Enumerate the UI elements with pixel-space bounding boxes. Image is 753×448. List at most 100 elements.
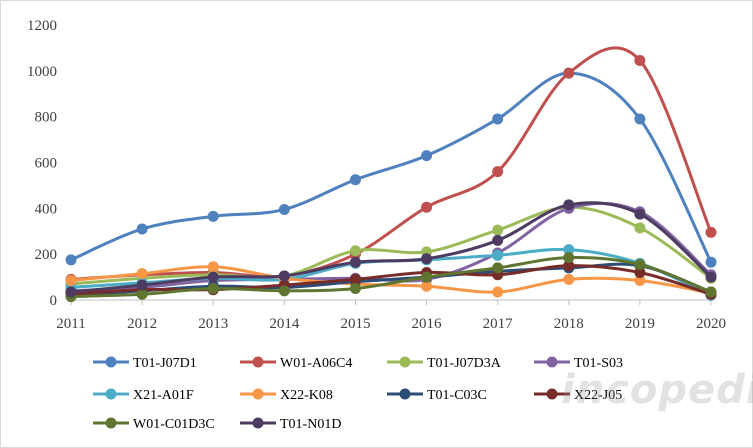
data-point <box>634 275 646 287</box>
legend-swatch-marker <box>252 417 264 429</box>
data-point <box>421 280 433 292</box>
y-tick-label: 800 <box>35 110 58 126</box>
data-point <box>634 113 646 125</box>
legend-label: X21-A01F <box>133 388 194 403</box>
data-point <box>634 267 646 278</box>
y-tick-label: 600 <box>35 156 58 172</box>
legend-swatch-marker <box>399 356 411 368</box>
data-point <box>492 166 504 178</box>
data-point <box>492 249 504 261</box>
legend-swatch-marker <box>252 356 264 368</box>
data-point <box>136 268 148 280</box>
data-point <box>563 260 575 272</box>
data-point <box>136 288 148 300</box>
data-point <box>349 245 361 257</box>
series-line <box>70 201 712 294</box>
legend-label: T01-S03 <box>574 356 623 371</box>
legend-label: X22-K08 <box>280 388 333 403</box>
data-point <box>705 286 717 298</box>
series-line <box>70 46 713 281</box>
data-point <box>421 253 433 265</box>
data-point <box>563 199 575 211</box>
legend-entry: W01-A06C4 <box>240 356 352 371</box>
y-tick-label: 1000 <box>27 64 57 80</box>
legend-entry: T01-C03C <box>387 388 487 403</box>
data-point <box>65 254 77 266</box>
legend-entry: X22-J05 <box>534 388 622 403</box>
x-tick-label: 2016 <box>412 316 443 332</box>
legend-swatch-marker <box>105 388 117 400</box>
data-point <box>634 222 646 234</box>
legend-entry: T01-J07D3A <box>387 356 502 371</box>
series-line <box>70 71 713 263</box>
data-point <box>65 286 77 298</box>
data-point <box>492 224 504 236</box>
data-point <box>421 201 433 213</box>
data-point <box>136 223 148 235</box>
x-tick-label: 2018 <box>554 316 584 332</box>
x-tick-label: 2012 <box>127 316 157 332</box>
legend-entry: X22-K08 <box>240 388 333 403</box>
data-point <box>705 256 717 268</box>
x-tick-label: 2019 <box>625 316 655 332</box>
data-point <box>492 286 504 298</box>
data-point <box>65 275 77 287</box>
data-point <box>207 210 219 222</box>
legend-label: T01-N01D <box>280 417 341 432</box>
series-line <box>70 256 712 299</box>
legend-swatch-marker <box>546 388 558 400</box>
series-W01-C01D3C <box>65 252 717 303</box>
data-point <box>349 256 361 268</box>
data-point <box>563 244 575 256</box>
legend-entry: T01-J07D1 <box>93 356 197 371</box>
legend-entry: X21-A01F <box>93 388 194 403</box>
x-tick-label: 2015 <box>340 316 370 332</box>
y-tick-label: 0 <box>50 293 58 309</box>
x-tick-label: 2013 <box>198 316 228 332</box>
data-point <box>278 203 290 215</box>
legend-label: W01-C01D3C <box>133 417 215 432</box>
y-tick-label: 200 <box>35 247 58 263</box>
legend-label: X22-J05 <box>574 388 622 403</box>
x-tick-label: 2020 <box>696 316 726 332</box>
data-point <box>278 285 290 297</box>
legend-swatch-marker <box>399 388 411 400</box>
axes: 0 200 400 600 800 1000 1200 2011 2012 2013 2014 201… <box>27 18 726 332</box>
legend-entry: T01-S03 <box>534 356 623 371</box>
series-W01-A06C4 <box>65 46 717 285</box>
data-point <box>705 226 717 238</box>
data-point <box>563 252 575 264</box>
data-point <box>278 270 290 282</box>
data-point <box>563 67 575 79</box>
data-point <box>634 258 646 270</box>
series-line <box>70 265 712 295</box>
data-point <box>207 271 219 283</box>
y-tick-label: 400 <box>35 201 58 217</box>
legend-label: T01-J07D3A <box>427 356 502 371</box>
data-point <box>207 283 219 295</box>
legend-swatch-marker <box>105 356 117 368</box>
data-point <box>349 273 361 285</box>
legend-label: T01-J07D1 <box>133 356 197 371</box>
data-point <box>207 261 219 273</box>
x-tick-label: 2014 <box>269 316 300 332</box>
data-point <box>492 113 504 125</box>
data-point <box>349 283 361 295</box>
data-point <box>421 271 433 283</box>
x-tick-label: 2017 <box>483 316 514 332</box>
legend: T01-J07D1 W01-A06C4 T01-J07D3A T01-S03 X21-A… <box>93 356 623 432</box>
x-tick-label: 2011 <box>56 316 85 332</box>
legend-entry: T01-N01D <box>240 417 341 432</box>
data-point <box>492 234 504 246</box>
data-point <box>563 273 575 285</box>
series-line <box>70 205 712 286</box>
data-point <box>421 150 433 162</box>
data-point <box>634 55 646 67</box>
legend-label: W01-A06C4 <box>280 356 352 371</box>
legend-label: T01-C03C <box>427 388 487 403</box>
legend-swatch-marker <box>546 356 558 368</box>
y-tick-label: 1200 <box>27 18 57 34</box>
data-point <box>136 279 148 291</box>
